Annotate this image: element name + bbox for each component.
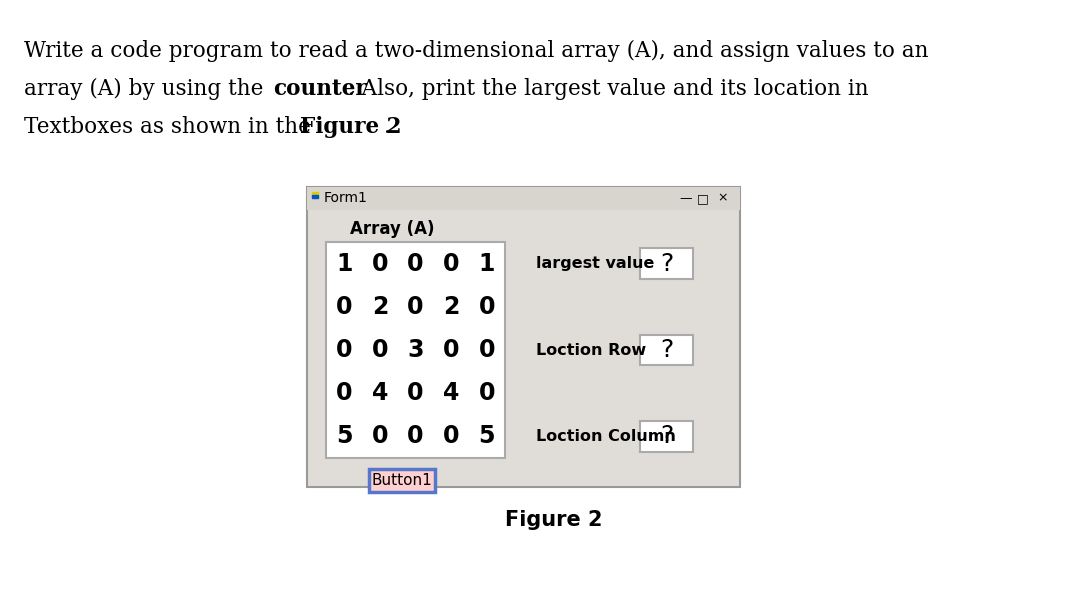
Text: 0: 0 [443, 424, 459, 449]
Text: array (A) by using the: array (A) by using the [24, 78, 270, 100]
Text: Figure 2: Figure 2 [504, 510, 603, 530]
Text: 0: 0 [372, 338, 388, 362]
Text: 0: 0 [443, 338, 459, 362]
Text: largest value: largest value [536, 256, 654, 271]
Text: Array (A): Array (A) [350, 220, 434, 238]
Text: 2: 2 [443, 295, 459, 319]
Text: ?: ? [660, 252, 673, 276]
Bar [312, 192, 318, 198]
Text: 2: 2 [372, 295, 388, 319]
Text: 0: 0 [478, 338, 495, 362]
Text: 0: 0 [478, 381, 495, 405]
Text: 1: 1 [478, 252, 495, 276]
FancyBboxPatch shape [640, 334, 693, 365]
Text: Write a code program to read a two-dimensional array (A), and assign values to a: Write a code program to read a two-dimen… [24, 39, 929, 61]
Text: Loction Column: Loction Column [536, 429, 676, 444]
Text: 0: 0 [407, 252, 423, 276]
Text: 0: 0 [336, 381, 352, 405]
Text: 0: 0 [478, 295, 495, 319]
Text: 0: 0 [407, 424, 423, 449]
Text: Loction Row: Loction Row [536, 342, 646, 358]
Text: 0: 0 [336, 295, 352, 319]
Text: . Also, print the largest value and its location in: . Also, print the largest value and its … [348, 78, 868, 100]
FancyBboxPatch shape [640, 421, 693, 452]
FancyBboxPatch shape [307, 187, 740, 210]
Text: Button1: Button1 [372, 473, 432, 489]
Text: 0: 0 [443, 252, 459, 276]
Text: 5: 5 [478, 424, 495, 449]
FancyBboxPatch shape [369, 469, 435, 492]
Text: —: — [679, 192, 691, 205]
Text: Figure 2: Figure 2 [300, 116, 402, 138]
Text: 4: 4 [443, 381, 459, 405]
FancyBboxPatch shape [640, 248, 693, 279]
Text: .: . [384, 116, 391, 138]
Text: 3: 3 [407, 338, 423, 362]
Text: 0: 0 [407, 381, 423, 405]
FancyBboxPatch shape [307, 187, 740, 487]
Bar [312, 195, 318, 198]
FancyBboxPatch shape [326, 242, 504, 458]
Text: 4: 4 [372, 381, 388, 405]
Text: ?: ? [660, 338, 673, 362]
Text: Form1: Form1 [324, 191, 368, 205]
Text: ×: × [717, 192, 728, 205]
Text: counter: counter [273, 78, 367, 100]
Text: □: □ [698, 192, 708, 205]
Text: ?: ? [660, 424, 673, 449]
Text: 0: 0 [372, 424, 388, 449]
Text: 0: 0 [372, 252, 388, 276]
Text: 0: 0 [407, 295, 423, 319]
Text: 0: 0 [336, 338, 352, 362]
Text: 1: 1 [336, 252, 352, 276]
Text: 5: 5 [336, 424, 352, 449]
Text: Textboxes as shown in the: Textboxes as shown in the [24, 116, 318, 138]
